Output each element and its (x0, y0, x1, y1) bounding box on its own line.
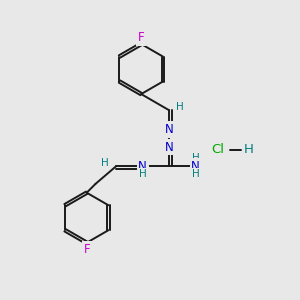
Text: N: N (165, 141, 173, 154)
Text: H: H (101, 158, 109, 168)
Text: F: F (83, 243, 90, 256)
Text: H: H (244, 143, 254, 157)
Text: H: H (192, 169, 200, 179)
Text: H: H (176, 102, 184, 112)
Text: N: N (138, 160, 147, 173)
Text: F: F (138, 31, 145, 44)
Text: H: H (192, 153, 200, 163)
Text: N: N (165, 123, 173, 136)
Text: Cl: Cl (211, 143, 224, 157)
Text: N: N (191, 160, 200, 173)
Text: H: H (139, 169, 146, 179)
